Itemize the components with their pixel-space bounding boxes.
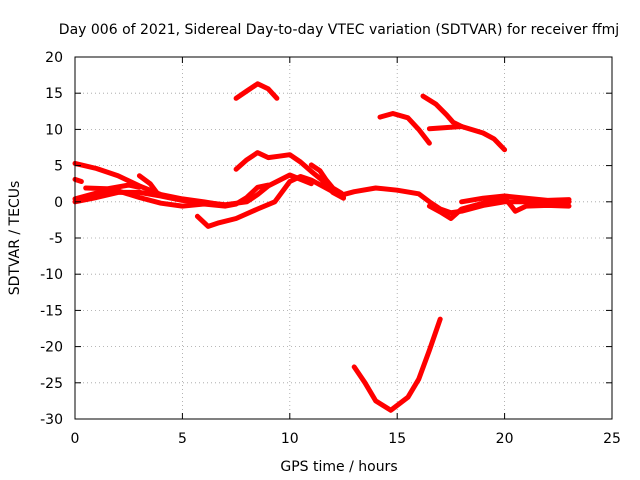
series-arc-17 (351, 316, 443, 413)
series-arc-5 (83, 182, 142, 192)
series-arc-4 (72, 176, 84, 184)
y-tick-label: -25 (40, 376, 63, 392)
y-tick-label: -15 (40, 303, 63, 319)
series-arc-3 (72, 182, 271, 209)
x-tick-label: 0 (71, 431, 80, 447)
series-arc-16 (420, 93, 465, 129)
y-tick-label: 15 (45, 86, 63, 102)
x-tick-label: 5 (178, 431, 187, 447)
y-tick-label: 0 (54, 195, 63, 211)
series-arc-10 (233, 81, 280, 101)
y-tick-label: -10 (40, 267, 63, 283)
data-traces (72, 81, 572, 413)
series-arc-15 (426, 124, 508, 153)
series-arc-12 (426, 195, 572, 221)
chart-title: Day 006 of 2021, Sidereal Day-to-day VTE… (59, 22, 619, 38)
series-arc-9 (308, 162, 344, 196)
y-tick-label: -30 (40, 412, 63, 428)
series-arc-6 (136, 173, 160, 195)
y-tick-label: -20 (40, 340, 63, 356)
grid-lines (75, 57, 612, 419)
series-arc-11 (341, 185, 572, 216)
x-tick-label: 25 (603, 431, 621, 447)
y-tick-label: 5 (54, 159, 63, 175)
series-arc-14 (377, 111, 432, 146)
y-tick-label: 10 (45, 122, 63, 138)
x-axis-label: GPS time / hours (280, 459, 397, 475)
x-tick-label: 20 (496, 431, 514, 447)
series-arc-7 (194, 174, 346, 229)
y-tick-label: -5 (49, 231, 63, 247)
x-tick-label: 15 (388, 431, 406, 447)
axis-ticks: 0 5 10 15 20 25 -30 -25 -20 -15 -10 -5 0 5 10 15 20 (40, 50, 621, 447)
y-axis-label: SDTVAR / TECUs (7, 181, 23, 296)
x-tick-label: 10 (281, 431, 299, 447)
series-arc-13 (459, 193, 572, 205)
y-tick-label: 20 (45, 50, 63, 66)
series-arc-8 (233, 150, 346, 201)
